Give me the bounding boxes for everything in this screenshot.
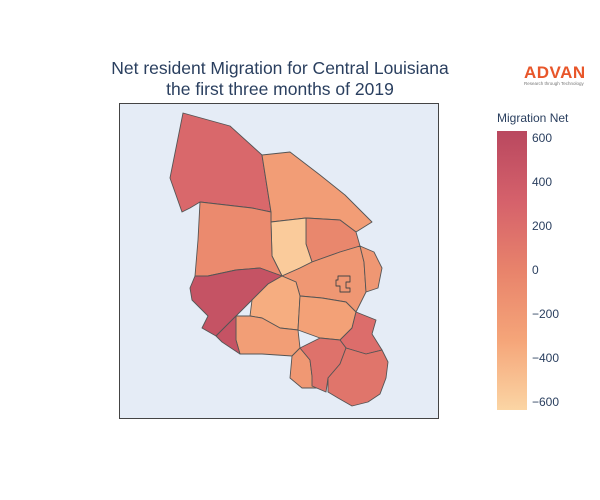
colorbar-tick-label: −200 bbox=[532, 307, 560, 321]
region-west-strip[interactable] bbox=[215, 315, 241, 355]
map-title-line1: Net resident Migration for Central Louis… bbox=[111, 58, 449, 78]
region-west-dark[interactable] bbox=[189, 267, 283, 337]
map-title: Net resident Migration for Central Louis… bbox=[60, 58, 500, 100]
logo-wordmark: ADVAN bbox=[524, 63, 586, 82]
colorbar-tick-label: 0 bbox=[532, 263, 539, 277]
colorbar bbox=[497, 131, 527, 410]
colorbar-title: Migration Net bbox=[497, 111, 569, 125]
colorbar-tick-label: 400 bbox=[532, 175, 553, 189]
colorbar-tick-label: −400 bbox=[532, 351, 560, 365]
region-west-central[interactable] bbox=[194, 201, 283, 277]
region-north[interactable] bbox=[169, 112, 272, 213]
map-title-line2: the first three months of 2019 bbox=[166, 79, 394, 99]
colorbar-tick-label: 600 bbox=[532, 131, 553, 145]
colorbar-tick-label: −600 bbox=[532, 395, 560, 409]
region-far-east[interactable] bbox=[359, 245, 383, 293]
colorbar-tick-label: 200 bbox=[532, 219, 553, 233]
region-south-east-big[interactable] bbox=[327, 347, 389, 407]
advan-logo: ADVAN Research through Technology bbox=[524, 64, 594, 87]
town-outline[interactable] bbox=[335, 275, 351, 293]
logo-tagline: Research through Technology bbox=[524, 81, 584, 86]
